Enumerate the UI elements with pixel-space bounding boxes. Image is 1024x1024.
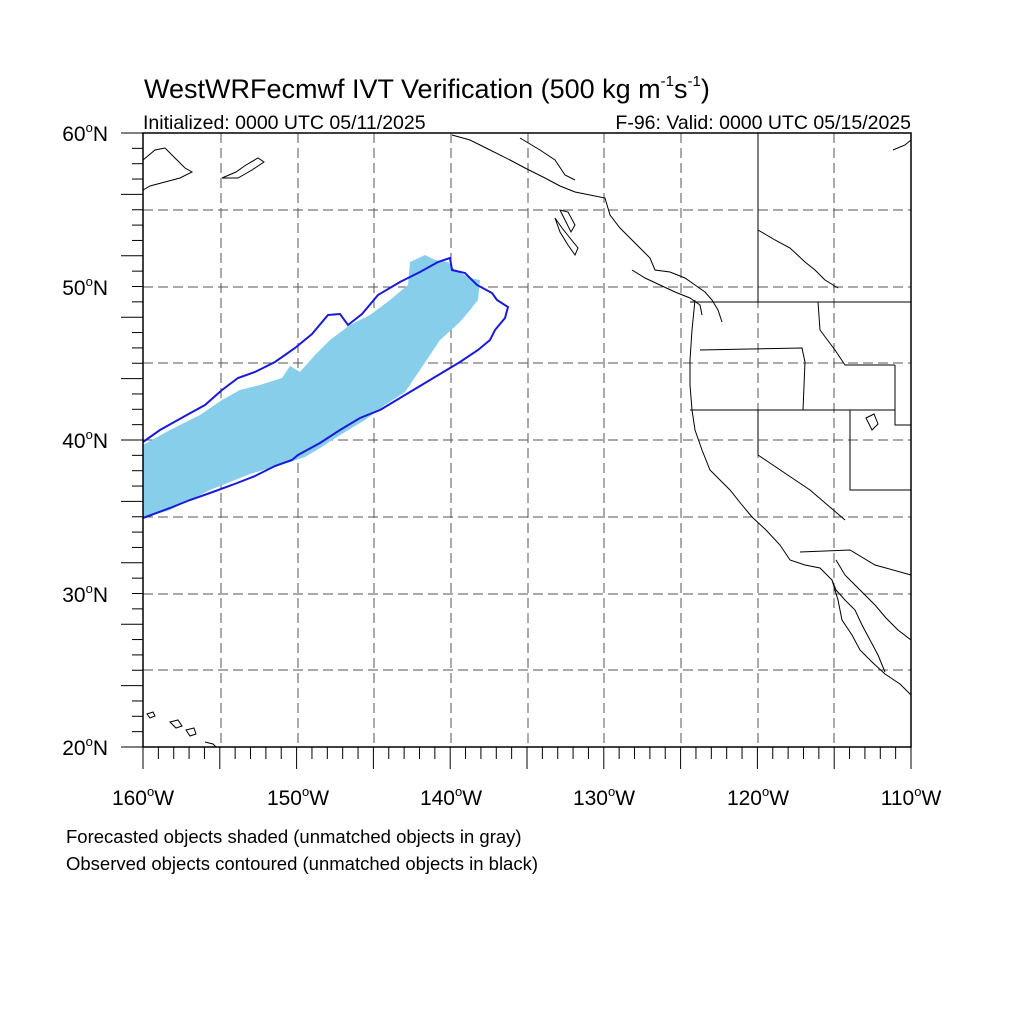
lon-label-150: 150oW <box>267 784 329 810</box>
lon-label-120: 120oW <box>727 784 789 810</box>
lat-label-30: 30oN <box>62 581 108 607</box>
lat-ticks <box>121 132 143 748</box>
observed-ivt-contour <box>142 256 510 519</box>
lat-label-20: 20oN <box>62 734 108 760</box>
forecast-ivt-object <box>143 255 480 518</box>
lon-ticks <box>142 747 912 769</box>
legend-forecast-note: Forecasted objects shaded (unmatched obj… <box>66 826 522 847</box>
coastlines <box>142 133 912 748</box>
lon-label-110: 110oW <box>881 784 942 810</box>
lon-label-160: 160oW <box>112 784 174 810</box>
lat-label-60: 60oN <box>62 120 108 146</box>
lat-labels: 60oN 50oN 40oN 30oN 20oN <box>62 120 108 760</box>
lat-label-50: 50oN <box>62 274 108 300</box>
lon-label-140: 140oW <box>420 784 482 810</box>
map-title: WestWRFecmwf IVT Verification (500 kg m-… <box>144 73 710 104</box>
lon-label-130: 130oW <box>573 784 635 810</box>
map-plot-area <box>142 133 912 748</box>
lon-labels: 160oW 150oW 140oW 130oW 120oW 110oW <box>112 784 942 810</box>
legend-observed-note: Observed objects contoured (unmatched ob… <box>66 853 539 874</box>
valid-time-label: F-96: Valid: 0000 UTC 05/15/2025 <box>615 112 911 134</box>
init-time-label: Initialized: 0000 UTC 05/11/2025 <box>143 112 426 134</box>
lat-label-40: 40oN <box>62 427 108 453</box>
